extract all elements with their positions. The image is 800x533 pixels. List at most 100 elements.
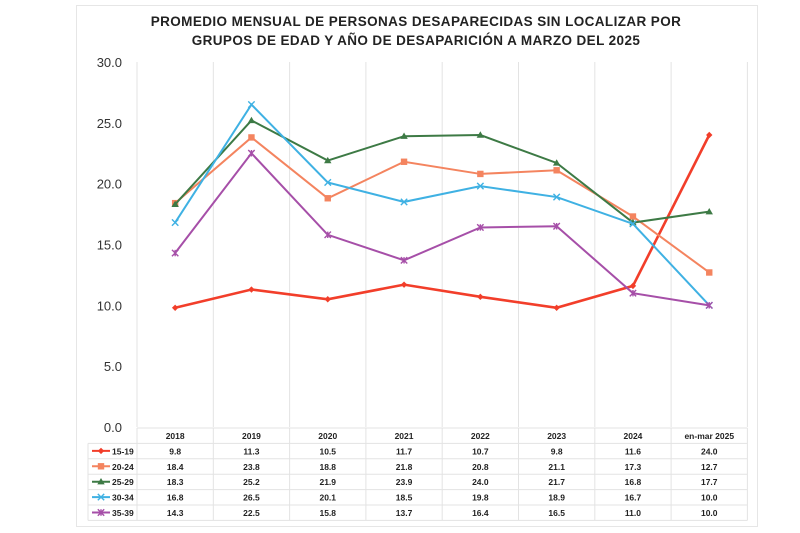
marker-triangle [324, 156, 332, 164]
data-label: 21.7 [548, 477, 565, 487]
marker-square [248, 134, 255, 141]
data-label: 22.5 [243, 508, 260, 518]
marker-square [97, 463, 105, 470]
x-category-label: 2024 [623, 431, 642, 441]
marker-star [324, 231, 332, 239]
marker-square [324, 195, 331, 202]
data-label: 11.7 [396, 446, 412, 456]
series-line-35-39 [174, 151, 710, 307]
data-label: 9.8 [169, 446, 181, 456]
data-label: 17.7 [701, 477, 718, 487]
marker-triangle [171, 200, 179, 208]
data-label: 24.0 [701, 446, 718, 456]
data-label: 18.4 [167, 462, 184, 472]
data-label: 20.8 [472, 462, 489, 472]
y-tick-label: 10.0 [97, 298, 122, 313]
data-label: 16.7 [625, 493, 642, 503]
marker-triangle [476, 131, 485, 138]
data-label: 23.9 [396, 477, 413, 487]
data-label: 12.7 [701, 462, 718, 472]
data-label: 10.5 [319, 446, 336, 456]
title-line-1: PROMEDIO MENSUAL DE PERSONAS DESAPARECID… [150, 14, 682, 29]
y-tick-label: 30.0 [97, 55, 122, 70]
data-label: 21.9 [319, 477, 336, 487]
data-label: 9.8 [551, 446, 563, 456]
marker-x [629, 220, 637, 228]
marker-square [553, 167, 560, 174]
marker-triangle [552, 159, 561, 166]
marker-x [552, 193, 561, 201]
marker-x [247, 100, 256, 109]
data-label: 14.3 [167, 508, 184, 518]
data-label: 18.9 [548, 493, 565, 503]
marker-diamond [477, 293, 484, 301]
marker-star [629, 289, 637, 297]
data-label: 23.8 [243, 462, 260, 472]
chart-title: PROMEDIO MENSUAL DE PERSONAS DESAPARECID… [76, 12, 756, 50]
marker-diamond [629, 282, 637, 290]
marker-x [400, 198, 408, 206]
series-30-34 [171, 100, 713, 310]
marker-diamond [553, 304, 560, 311]
legend-label: 20-24 [112, 462, 134, 472]
series-line-15-19 [174, 134, 711, 310]
data-label: 17.3 [625, 462, 642, 472]
data-label: 21.1 [548, 462, 565, 472]
series-line-20-24 [174, 136, 710, 274]
marker-star [171, 249, 179, 257]
marker-diamond [400, 281, 408, 288]
marker-star [97, 508, 105, 517]
marker-square [400, 158, 408, 165]
marker-star [400, 256, 408, 265]
marker-star [476, 223, 485, 232]
marker-diamond [248, 286, 255, 293]
marker-diamond [97, 447, 105, 455]
y-tick-label: 25.0 [97, 116, 122, 131]
title-line-2: GRUPOS DE EDAD Y AÑO DE DESAPARICIÓN A M… [191, 33, 641, 48]
data-label: 10.0 [701, 493, 718, 503]
data-label: 18.8 [319, 462, 336, 472]
series-25-29 [171, 116, 713, 226]
y-tick-label: 0.0 [104, 420, 122, 435]
data-label: 10.7 [472, 446, 489, 456]
data-label: 11.3 [243, 446, 259, 456]
data-label: 19.8 [472, 493, 489, 503]
marker-x [97, 493, 105, 501]
data-label: 10.0 [701, 508, 718, 518]
x-category-label: en-mar 2025 [684, 431, 734, 441]
data-label: 16.5 [548, 508, 565, 518]
marker-diamond [324, 296, 331, 303]
x-category-label: 2020 [318, 431, 337, 441]
series-35-39 [171, 149, 713, 310]
data-label: 15.8 [319, 508, 336, 518]
legend-label: 15-19 [112, 446, 134, 456]
legend-label: 35-39 [112, 508, 134, 518]
data-label: 13.7 [396, 508, 413, 518]
marker-star [552, 222, 561, 230]
series-line-25-29 [174, 119, 710, 224]
marker-star [247, 149, 256, 157]
data-label: 26.5 [243, 493, 260, 503]
series-15-19 [171, 131, 713, 311]
marker-triangle [97, 478, 105, 485]
y-tick-label: 5.0 [104, 359, 122, 374]
x-category-label: 2018 [166, 431, 185, 441]
data-label: 25.2 [243, 477, 260, 487]
marker-star [705, 301, 713, 310]
x-category-label: 2021 [395, 431, 414, 441]
marker-diamond [171, 304, 179, 311]
legend-label: 25-29 [112, 477, 134, 487]
marker-triangle [247, 116, 256, 124]
x-category-label: 2023 [547, 431, 566, 441]
marker-square [706, 269, 713, 276]
data-label: 18.3 [167, 477, 184, 487]
marker-x [324, 178, 332, 187]
data-label: 11.0 [625, 508, 641, 518]
data-label: 16.4 [472, 508, 489, 518]
data-label: 21.8 [396, 462, 413, 472]
x-category-label: 2022 [471, 431, 490, 441]
marker-square [629, 213, 637, 220]
legend-label: 30-34 [112, 493, 134, 503]
marker-triangle [400, 132, 408, 139]
data-label: 16.8 [625, 477, 642, 487]
